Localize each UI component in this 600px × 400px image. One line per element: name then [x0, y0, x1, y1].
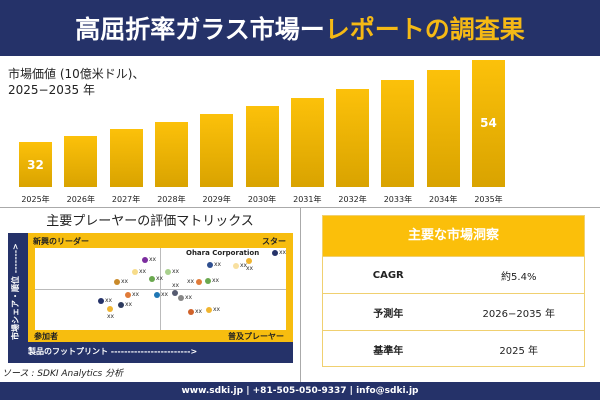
source-note: ソース : SDKI Analytics 分析 [2, 369, 124, 379]
matrix-point [98, 298, 104, 304]
insight-row: 予測年 2026−2035 年 [323, 293, 584, 330]
bar [64, 135, 98, 187]
insight-value: 2025 年 [499, 345, 539, 357]
point-label: xx [121, 278, 129, 285]
x-tick-label: 2029年 [202, 195, 231, 204]
matrix-point [114, 279, 120, 285]
matrix-title: 主要プレーヤーの評価マトリックス [46, 214, 254, 229]
insights-table: 主要な市場洞察 CAGR 約5.4% 予測年 2026−2035 年 基準年 2025… [322, 215, 585, 367]
point-label: xx [149, 256, 157, 263]
point-label: xx [185, 294, 193, 301]
point-label: xx [172, 268, 180, 275]
quadrant-top-right: スター [262, 237, 286, 246]
insight-key: 基準年 [373, 345, 404, 357]
data-label: 54 [480, 116, 497, 130]
x-tick-label: 2031年 [293, 195, 322, 204]
matrix-point [172, 290, 178, 296]
bar [336, 89, 370, 187]
x-tick-label: 2025年 [21, 195, 50, 204]
x-axis-label: 製品のフットプリント ------------------------> [28, 347, 198, 356]
point-label: xx [279, 249, 287, 256]
matrix-point [125, 292, 131, 298]
x-tick-label: 2030年 [247, 195, 277, 204]
point-label: xx [240, 262, 248, 269]
point-label: xx [172, 282, 180, 289]
x-tick-label: 2027年 [111, 195, 141, 204]
insight-value: 2026−2035 年 [482, 308, 555, 320]
point-label: xx [161, 291, 169, 298]
bar [472, 60, 505, 187]
title-main: 高屈折率ガラス市場ー [75, 15, 325, 44]
x-tick-label: 2028年 [157, 195, 186, 204]
title-accent: レポートの調査果 [324, 15, 525, 44]
x-tick-label: 2026年 [66, 195, 95, 204]
quadrant-top-left: 新興のリーダー [33, 237, 89, 246]
point-label: xx [105, 297, 113, 304]
matrix-point [107, 306, 113, 312]
insight-row: 基準年 2025 年 [323, 330, 584, 367]
matrix-point [188, 309, 194, 315]
matrix-point [233, 263, 239, 269]
point-label: xx [187, 278, 195, 285]
insight-key: CAGR [372, 269, 404, 281]
point-label: xx [213, 306, 221, 313]
matrix-point [165, 269, 171, 275]
chart-title: 市場価値 (10億米ドル)、 2025−2035 年 [8, 67, 145, 97]
matrix-point [272, 250, 278, 256]
divider [300, 207, 301, 382]
bar [109, 129, 143, 187]
insight-key: 予測年 [373, 308, 404, 320]
matrix-point [196, 279, 202, 285]
matrix-point [206, 307, 212, 313]
page-title: 高屈折率ガラス市場ー レポートの調査果 [0, 0, 600, 56]
matrix-hline [35, 289, 286, 290]
insight-value: 約5.4% [501, 271, 537, 283]
matrix-point [118, 302, 124, 308]
point-label: xx [246, 265, 254, 272]
y-axis-label: 市場シェア・順位 -------> [11, 243, 20, 340]
bar [200, 114, 234, 187]
x-tick-label: 2034年 [429, 195, 458, 204]
bar [19, 142, 52, 187]
matrix-point [246, 258, 252, 264]
x-tick-label: 2032年 [338, 195, 367, 204]
matrix-point [178, 295, 184, 301]
highlight-company: Ohara Corporation [186, 249, 260, 257]
quadrant-bottom-right: 普及プレーヤー [228, 332, 284, 341]
point-label: xx [214, 261, 222, 268]
matrix-point [154, 292, 160, 298]
insights-title: 主要な市場洞察 [323, 216, 584, 256]
bar [426, 69, 460, 187]
point-label: xx [139, 268, 147, 275]
matrix-point [207, 262, 213, 268]
bar [290, 97, 324, 187]
matrix-point [132, 269, 138, 275]
x-tick-label: 2035年 [474, 195, 503, 204]
bar [245, 106, 279, 187]
point-label: xx [107, 313, 115, 320]
point-label: xx [195, 308, 203, 315]
x-tick-label: 2033年 [383, 195, 413, 204]
point-label: xx [132, 291, 140, 298]
quadrant-bottom-left: 参加者 [34, 332, 58, 341]
data-label: 32 [27, 158, 44, 172]
point-label: xx [125, 301, 133, 308]
point-label: xx [212, 277, 220, 284]
footer-contact: www.sdki.jp | +81-505-050-9337 | info@sd… [0, 382, 600, 400]
insight-row: CAGR 約5.4% [323, 256, 584, 293]
matrix-point [149, 276, 155, 282]
bar [154, 122, 188, 187]
bar [381, 79, 415, 187]
point-label: xx [156, 275, 164, 282]
matrix-point [205, 278, 211, 284]
matrix-point [142, 257, 148, 263]
